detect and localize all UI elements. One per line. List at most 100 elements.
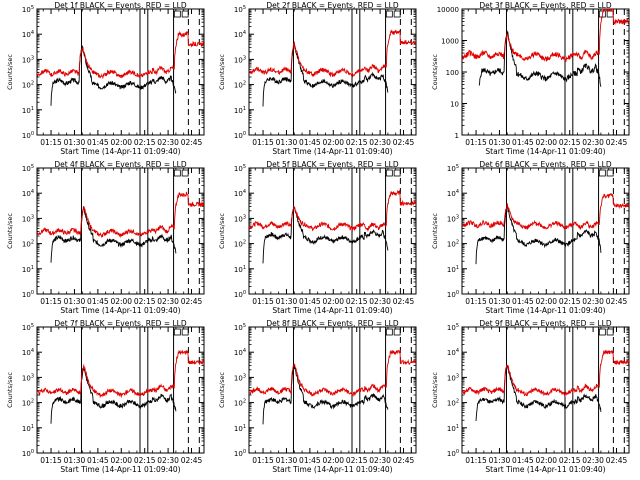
- y-tick-label: 103: [447, 214, 459, 223]
- x-tick-label: 01:45: [87, 456, 109, 465]
- y-axis-label: Counts/sec: [218, 372, 226, 408]
- y-tick-label: 105: [22, 5, 34, 14]
- series-events-line: [50, 206, 177, 263]
- x-tick-label: 02:15: [559, 456, 581, 465]
- y-tick-label: 100: [22, 131, 34, 140]
- y-tick-label: 101: [234, 106, 246, 115]
- y-axis-label: Counts/sec: [6, 213, 14, 249]
- x-axis-label: Start Time (14-Apr-11 01:09:40): [272, 306, 392, 315]
- x-tick-label: 01:15: [252, 297, 274, 306]
- series-events-line: [262, 206, 389, 264]
- y-tick-label: 1000: [441, 38, 459, 46]
- series-lld-line: [249, 29, 416, 78]
- y-tick-label: 100: [234, 290, 246, 299]
- y-tick-label: 100: [447, 290, 459, 299]
- plot-frame: [248, 8, 417, 136]
- x-tick-label: 02:15: [346, 297, 368, 306]
- series-events-line: [262, 364, 389, 425]
- marker-box: [385, 10, 393, 18]
- y-tick-label: 102: [234, 399, 246, 408]
- x-tick-label: 01:30: [64, 456, 86, 465]
- x-tick-label: 01:30: [276, 456, 298, 465]
- y-tick-label: 100: [447, 449, 459, 458]
- series-events-line: [475, 205, 602, 265]
- plot-frame: [248, 167, 417, 295]
- x-tick-label: 02:30: [157, 456, 179, 465]
- y-tick-label: 102: [447, 399, 459, 408]
- y-tick-label: 100: [22, 449, 34, 458]
- y-tick-label: 103: [447, 373, 459, 382]
- y-tick-label: 102: [22, 399, 34, 408]
- x-tick-label: 02:15: [346, 138, 368, 147]
- series-events-line: [478, 30, 602, 87]
- series-events-line: [50, 45, 177, 106]
- x-tick-label: 02:45: [181, 138, 203, 147]
- x-tick-label: 02:15: [134, 138, 156, 147]
- y-tick-label: 1: [455, 132, 459, 140]
- y-tick-label: 105: [22, 323, 34, 332]
- x-tick-label: 02:30: [369, 456, 391, 465]
- y-axis-label: Counts/sec: [6, 372, 14, 408]
- y-tick-label: 103: [22, 214, 34, 223]
- y-tick-label: 105: [234, 164, 246, 173]
- x-tick-label: 01:30: [276, 297, 298, 306]
- series-lld-line: [37, 349, 204, 399]
- plot-area: [37, 9, 204, 135]
- y-tick-label: 100: [446, 69, 459, 77]
- marker-box: [606, 169, 614, 177]
- panel-title: Det 8f BLACK = Events, RED = LLD: [266, 319, 399, 328]
- y-axis-label: Counts/sec: [431, 54, 439, 90]
- x-axis-label: Start Time (14-Apr-11 01:09:40): [485, 465, 605, 474]
- y-tick-label: 104: [447, 348, 459, 357]
- x-tick-label: 01:30: [489, 138, 511, 147]
- y-tick-label: 100: [234, 449, 246, 458]
- plot-frame: [36, 326, 205, 454]
- series-lld-line: [37, 191, 204, 239]
- marker-box: [598, 328, 606, 336]
- y-tick-label: 101: [22, 424, 34, 433]
- panel-title: Det 2f BLACK = Events, RED = LLD: [266, 1, 399, 10]
- plot-area: [462, 168, 629, 294]
- x-tick-label: 01:15: [465, 297, 487, 306]
- x-tick-label: 01:45: [512, 138, 534, 147]
- x-tick-label: 02:45: [606, 297, 628, 306]
- plot-area: [37, 327, 204, 453]
- y-tick-label: 104: [234, 189, 246, 198]
- y-tick-label: 101: [234, 424, 246, 433]
- x-tick-label: 01:30: [489, 456, 511, 465]
- series-events-line: [50, 368, 177, 424]
- y-tick-label: 102: [447, 240, 459, 249]
- plot-area: [249, 9, 416, 135]
- y-axis-label: Counts/sec: [6, 54, 14, 90]
- x-axis-label: Start Time (14-Apr-11 01:09:40): [485, 147, 605, 156]
- x-tick-label: 01:15: [40, 138, 62, 147]
- x-tick-label: 02:30: [582, 456, 604, 465]
- y-tick-label: 103: [22, 55, 34, 64]
- x-tick-label: 02:00: [322, 138, 344, 147]
- y-tick-label: 104: [22, 189, 34, 198]
- y-tick-label: 103: [22, 373, 34, 382]
- y-tick-label: 104: [447, 189, 459, 198]
- plot-area: [462, 9, 629, 135]
- y-tick-label: 102: [234, 240, 246, 249]
- x-tick-label: 02:00: [110, 138, 132, 147]
- panel-title: Det 9f BLACK = Events, RED = LLD: [479, 319, 612, 328]
- y-tick-label: 100: [22, 290, 34, 299]
- series-lld-line: [462, 349, 629, 397]
- x-tick-label: 02:45: [606, 456, 628, 465]
- x-tick-label: 02:00: [322, 297, 344, 306]
- x-axis-label: Start Time (14-Apr-11 01:09:40): [60, 147, 180, 156]
- marker-box: [173, 328, 181, 336]
- marker-box: [173, 169, 181, 177]
- y-axis-label: Counts/sec: [431, 372, 439, 408]
- plot-frame: [248, 326, 417, 454]
- y-tick-label: 103: [234, 373, 246, 382]
- series-lld-line: [249, 349, 416, 397]
- marker-box: [606, 328, 614, 336]
- y-tick-label: 101: [234, 265, 246, 274]
